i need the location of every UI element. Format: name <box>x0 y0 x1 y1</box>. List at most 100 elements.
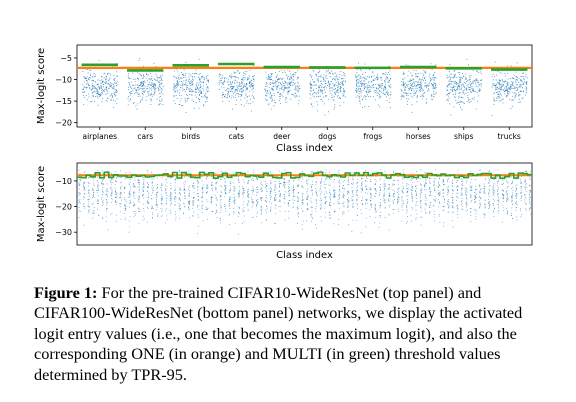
bottom-point <box>206 186 207 188</box>
top-point <box>382 73 384 75</box>
top-point <box>381 91 382 93</box>
bottom-point <box>407 200 409 202</box>
bottom-point <box>151 207 153 209</box>
bottom-point <box>398 187 400 189</box>
top-point <box>134 84 136 86</box>
top-point <box>85 80 87 81</box>
bottom-point <box>301 202 303 203</box>
bottom-point <box>78 210 80 212</box>
top-point <box>140 85 142 86</box>
top-point <box>376 79 378 81</box>
top-point <box>452 90 454 92</box>
bottom-point <box>216 205 217 206</box>
top-point <box>251 84 252 86</box>
bottom-point <box>215 203 217 205</box>
top-point <box>197 86 198 88</box>
top-point <box>192 90 194 92</box>
top-point <box>323 96 325 98</box>
bottom-point <box>138 196 140 198</box>
bottom-point <box>383 183 385 185</box>
top-point <box>518 102 520 103</box>
bottom-point <box>110 194 112 195</box>
top-point <box>460 82 461 83</box>
top-point <box>475 81 477 83</box>
top-point <box>448 80 450 82</box>
top-point <box>227 94 229 96</box>
top-point <box>161 98 163 100</box>
top-point <box>495 83 497 85</box>
top-point <box>224 96 226 98</box>
top-panel: −5−10−15−20 airplanes cars birds cats deer do… <box>36 44 533 154</box>
top-point <box>311 104 312 105</box>
top-point <box>446 86 448 88</box>
bottom-point <box>424 185 425 187</box>
top-point <box>155 66 157 67</box>
bottom-point <box>320 197 321 199</box>
bottom-point <box>271 196 272 198</box>
bottom-point <box>148 203 150 204</box>
bottom-point <box>366 200 368 201</box>
bottom-point <box>407 188 409 190</box>
top-point <box>141 82 143 84</box>
bottom-point <box>333 190 335 191</box>
bottom-point <box>301 195 303 197</box>
bottom-point <box>297 185 298 186</box>
bottom-point <box>239 212 240 214</box>
top-point <box>384 86 385 88</box>
bottom-point <box>79 202 81 204</box>
top-point <box>192 101 194 102</box>
bottom-point <box>247 183 249 185</box>
top-point <box>239 72 241 74</box>
top-point <box>208 81 209 83</box>
top-point <box>366 76 368 78</box>
top-point <box>280 103 281 105</box>
bottom-point <box>429 182 430 184</box>
bottom-point <box>279 195 280 197</box>
top-point <box>321 86 323 88</box>
top-point <box>265 91 267 93</box>
bottom-point <box>365 180 366 181</box>
bottom-point <box>79 192 81 194</box>
bottom-point <box>93 183 95 185</box>
bottom-point <box>396 192 398 193</box>
bottom-point <box>133 203 135 205</box>
top-point <box>508 91 509 92</box>
top-point <box>375 76 377 78</box>
bottom-point <box>451 197 453 198</box>
top-point <box>432 74 434 76</box>
top-point <box>312 81 314 83</box>
top-point <box>523 76 525 78</box>
top-point <box>149 87 151 89</box>
bottom-point <box>426 204 427 206</box>
top-point <box>358 93 360 95</box>
bottom-point <box>328 214 330 216</box>
top-point <box>92 80 94 82</box>
bottom-point <box>170 200 172 202</box>
top-point <box>181 78 183 79</box>
bottom-point <box>161 199 163 201</box>
top-point <box>500 86 502 88</box>
top-point <box>364 84 365 85</box>
bottom-point <box>188 196 190 198</box>
top-point <box>278 84 279 86</box>
top-point <box>273 93 275 94</box>
top-point <box>499 71 501 73</box>
bottom-point <box>389 204 391 206</box>
bottom-point <box>324 202 326 204</box>
top-point <box>190 89 192 90</box>
top-point <box>151 95 153 97</box>
top-point <box>433 96 435 98</box>
bottom-point <box>384 202 386 204</box>
top-point <box>476 78 478 80</box>
top-point <box>447 90 449 91</box>
bottom-point <box>157 213 159 215</box>
top-point <box>272 85 274 87</box>
bottom-point <box>457 214 459 215</box>
bottom-point <box>411 173 412 175</box>
bottom-point <box>256 203 258 205</box>
bottom-point <box>156 195 158 197</box>
top-point <box>434 79 435 81</box>
bottom-point <box>324 193 325 195</box>
top-point <box>364 83 366 85</box>
bottom-point <box>170 199 171 201</box>
